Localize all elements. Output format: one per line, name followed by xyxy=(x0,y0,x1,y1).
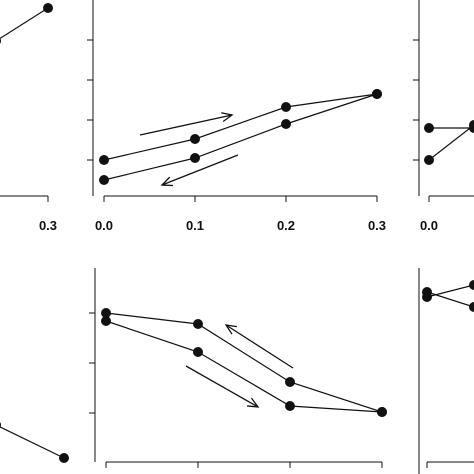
bottom-center-arrow-down-right-head xyxy=(246,397,260,408)
top-center-arrow-right-head xyxy=(221,112,234,123)
top-left-series-0-point-0 xyxy=(0,38,1,44)
top-center-series-0-point-0 xyxy=(99,155,109,165)
top-center-arrow-left-shaft xyxy=(161,154,239,186)
top-center-arrow-right-shaft xyxy=(139,114,233,136)
bottom-center-series-0-point-0 xyxy=(101,308,111,318)
bottom-center-series-1-line xyxy=(105,320,383,413)
bottom-center-series-1-point-0 xyxy=(101,316,111,326)
bottom-right-series-0-point-1 xyxy=(469,302,474,312)
bottom-center-series-0-point-1 xyxy=(193,319,203,329)
top-right-series-1-point-1 xyxy=(469,120,474,130)
top-center-series-1-point-0 xyxy=(99,175,109,185)
top-center-series-1-line xyxy=(103,93,378,181)
bottom-center-series-1-point-2 xyxy=(285,401,295,411)
top-center-series-0-point-1 xyxy=(190,134,200,144)
top-right-series-1-line xyxy=(428,124,474,161)
top-right-series-1-point-0 xyxy=(424,155,434,165)
bottom-center-series-0-line xyxy=(105,312,383,413)
top-center-series-1-point-1 xyxy=(190,153,200,163)
bottom-left-series-0-line xyxy=(0,426,65,459)
bottom-center-series-1-point-3 xyxy=(377,407,387,417)
top-left-series-0-line xyxy=(0,7,49,40)
bottom-left-series-0-point-1 xyxy=(59,453,69,463)
top-center-arrow-left-head xyxy=(160,176,174,187)
bottom-right-series-0-line xyxy=(426,291,474,308)
top-center-x-tick-label-1: 0.1 xyxy=(186,218,204,233)
bottom-center-series-1-point-1 xyxy=(193,347,203,357)
top-center-x-tick-label-3: 0.3 xyxy=(368,218,386,233)
top-center-series-1-point-2 xyxy=(281,119,291,129)
top-right-x-tick-label-0: 0.0 xyxy=(420,218,438,233)
top-right-series-0-point-0 xyxy=(424,123,434,133)
bottom-center-arrow-up-left-shaft xyxy=(225,324,294,369)
top-center-series-0-point-2 xyxy=(281,102,291,112)
top-left-x-tick-label-0: 0.3 xyxy=(39,218,57,233)
top-center-x-tick-label-2: 0.2 xyxy=(277,218,295,233)
bottom-center-arrow-up-left-head xyxy=(224,324,237,335)
bottom-right-series-1-line xyxy=(426,284,474,298)
top-center-x-tick-label-0: 0.0 xyxy=(95,218,113,233)
bottom-right-series-1-point-0 xyxy=(422,292,432,302)
bottom-center-series-0-point-2 xyxy=(285,377,295,387)
bottom-left-series-0-point-0 xyxy=(0,422,1,428)
top-left-series-0-point-1 xyxy=(43,3,53,13)
top-center-series-1-point-3 xyxy=(372,89,382,99)
bottom-center-arrow-down-right-shaft xyxy=(185,365,259,408)
bottom-right-series-1-point-1 xyxy=(469,280,474,290)
top-center-series-0-line xyxy=(103,93,378,161)
